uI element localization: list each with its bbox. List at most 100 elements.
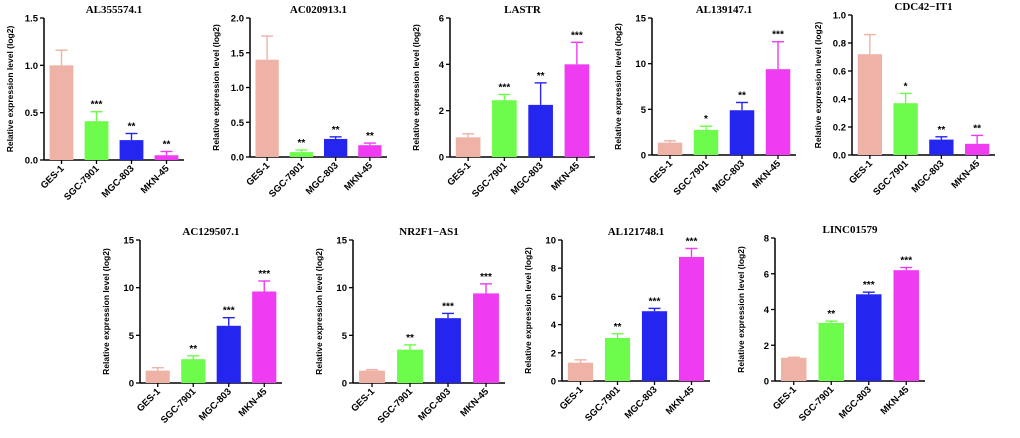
y-tick-label: 0 xyxy=(764,377,769,388)
significance-label: ** xyxy=(189,344,197,355)
x-category-label: GES-1 xyxy=(349,386,377,414)
significance-label: *** xyxy=(499,82,511,93)
bar-mgc-803 xyxy=(323,138,348,157)
y-tick-label: 1.5 xyxy=(231,48,245,59)
y-tick-label: 1.0 xyxy=(833,11,846,22)
bar-mkn-45 xyxy=(473,293,499,383)
x-category-label: GES-1 xyxy=(445,160,473,188)
bar-mkn-45 xyxy=(358,145,382,157)
bar-ges-1 xyxy=(145,370,170,383)
bar-ges-1 xyxy=(49,65,74,160)
x-category-label: SGC-7901 xyxy=(871,158,911,198)
x-category-label: MKN-45 xyxy=(237,386,270,419)
x-category-label: GES-1 xyxy=(244,160,272,188)
x-category-label: GES-1 xyxy=(558,384,586,412)
y-tick-label: 0.0 xyxy=(25,156,38,167)
bar-ges-1 xyxy=(781,357,807,381)
significance-label: *** xyxy=(91,100,103,111)
bar-sgc-7901 xyxy=(693,129,719,155)
x-category-label: MKN-45 xyxy=(549,160,582,193)
x-category-label: GES-1 xyxy=(847,158,875,186)
y-axis-label: Relative expression level (log2) xyxy=(314,248,324,375)
y-tick-label: 6 xyxy=(764,269,769,280)
y-axis-label: Relative expression level (log2) xyxy=(5,26,15,153)
significance-label: *** xyxy=(900,255,912,266)
bar-sgc-7901 xyxy=(604,337,631,381)
bar-mgc-803 xyxy=(216,325,241,383)
y-tick-label: 10 xyxy=(545,236,556,247)
y-tick-label: 0.0 xyxy=(231,153,244,164)
significance-label: ** xyxy=(332,125,340,136)
y-tick-label: 15 xyxy=(123,236,134,247)
bar-sgc-7901 xyxy=(84,121,109,160)
significance-label: * xyxy=(704,114,708,125)
y-tick-label: 4 xyxy=(764,305,770,316)
y-tick-label: 0.8 xyxy=(833,39,846,50)
y-tick-label: 5 xyxy=(641,105,647,116)
y-tick-label: 0 xyxy=(439,153,444,164)
panel-title: AL139147.1 xyxy=(696,4,753,16)
y-axis-label: Relative expression level (log2) xyxy=(613,23,623,150)
y-tick-label: 0 xyxy=(129,379,134,390)
bar-mkn-45 xyxy=(564,64,590,157)
x-category-label: MKN-45 xyxy=(949,158,982,191)
x-category-label: MKN-45 xyxy=(664,384,697,417)
panel-4: AL139147.1 Relative expression level (log… xyxy=(613,4,796,198)
significance-label: *** xyxy=(442,301,454,312)
panel-2: AC020913.1 Relative expression level (log… xyxy=(211,4,387,200)
y-tick-label: 10 xyxy=(635,59,646,70)
y-tick-label: 6 xyxy=(551,292,556,303)
bar-sgc-7901 xyxy=(893,103,918,155)
y-tick-label: 0.5 xyxy=(231,118,245,129)
bar-mgc-803 xyxy=(856,294,882,381)
bar-sgc-7901 xyxy=(818,322,844,381)
bar-sgc-7901 xyxy=(289,152,314,157)
y-tick-label: 0.5 xyxy=(25,108,39,119)
significance-label: *** xyxy=(223,306,235,317)
significance-label: ** xyxy=(827,309,835,320)
x-category-label: MKN-45 xyxy=(879,384,912,417)
y-tick-label: 10 xyxy=(336,283,347,294)
significance-label: ** xyxy=(738,90,746,101)
y-tick-label: 2 xyxy=(439,106,444,117)
x-category-label: SGC-7901 xyxy=(797,384,837,424)
y-tick-label: 8 xyxy=(764,234,769,245)
bar-ges-1 xyxy=(359,370,385,383)
y-tick-label: 4 xyxy=(439,60,445,71)
bar-mkn-45 xyxy=(765,69,791,155)
y-tick-label: 2 xyxy=(551,348,556,359)
significance-label: *** xyxy=(863,280,875,291)
significance-label: * xyxy=(904,81,908,92)
panel-title: AC129507.1 xyxy=(182,226,239,238)
bar-mgc-803 xyxy=(528,104,553,157)
panel-8: AL121748.1 Relative expression level (log… xyxy=(523,226,710,424)
panel-title: LINC01579 xyxy=(822,224,878,236)
bar-mkn-45 xyxy=(893,270,919,381)
panel-title: CDC42−IT1 xyxy=(894,1,952,13)
y-tick-label: 15 xyxy=(336,236,347,247)
panel-title: LASTR xyxy=(504,4,542,16)
bar-mgc-803 xyxy=(729,110,755,155)
y-axis-label: Relative expression level (log2) xyxy=(101,248,111,375)
bar-mgc-803 xyxy=(929,139,954,155)
y-tick-label: 5 xyxy=(342,331,348,342)
significance-label: ** xyxy=(537,71,545,82)
significance-label: ** xyxy=(614,322,622,333)
x-category-label: MGC-803 xyxy=(910,158,947,195)
x-category-label: MKN-45 xyxy=(139,163,172,196)
bar-ges-1 xyxy=(567,362,594,381)
y-tick-label: 5 xyxy=(129,331,135,342)
y-axis-label: Relative expression level (log2) xyxy=(736,246,746,373)
panel-title: NR2F1−AS1 xyxy=(399,226,458,238)
y-axis-label: Relative expression level (log2) xyxy=(813,22,823,149)
significance-label: *** xyxy=(480,272,492,283)
significance-label: ** xyxy=(406,333,414,344)
x-category-label: MGC-803 xyxy=(623,384,660,421)
y-tick-label: 0 xyxy=(641,151,646,162)
x-category-label: SGC-7901 xyxy=(470,160,510,200)
significance-label: ** xyxy=(366,131,374,142)
y-tick-label: 1.5 xyxy=(25,14,39,25)
x-category-label: SGC-7901 xyxy=(267,160,307,200)
bar-sgc-7901 xyxy=(397,349,423,383)
